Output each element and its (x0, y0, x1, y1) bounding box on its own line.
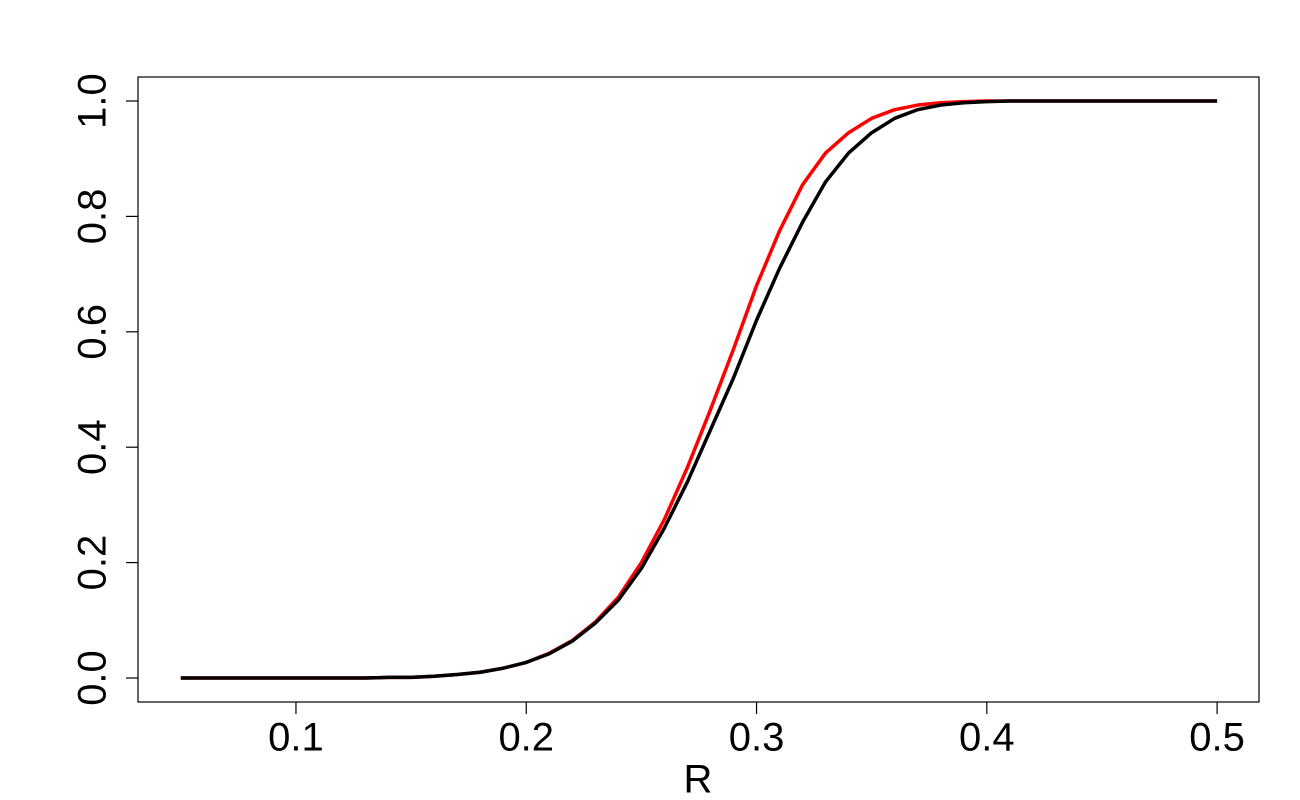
x-tick-label: 0.4 (959, 716, 1015, 760)
x-tick-label: 0.2 (498, 716, 554, 760)
y-tick-label: 0.4 (71, 419, 115, 475)
x-axis-label: R (684, 758, 713, 800)
y-tick-label: 0.6 (71, 304, 115, 360)
y-tick-label: 1.0 (71, 73, 115, 129)
x-tick-label: 0.3 (729, 716, 785, 760)
y-tick-label: 0.0 (71, 650, 115, 706)
y-tick-label: 0.2 (71, 535, 115, 591)
plot-frame (137, 76, 1260, 703)
line-series (180, 99, 1218, 680)
y-tick-label: 0.8 (71, 189, 115, 245)
line-series (180, 99, 1218, 680)
x-tick-label: 0.5 (1189, 716, 1245, 760)
x-tick-label: 0.1 (268, 716, 324, 760)
